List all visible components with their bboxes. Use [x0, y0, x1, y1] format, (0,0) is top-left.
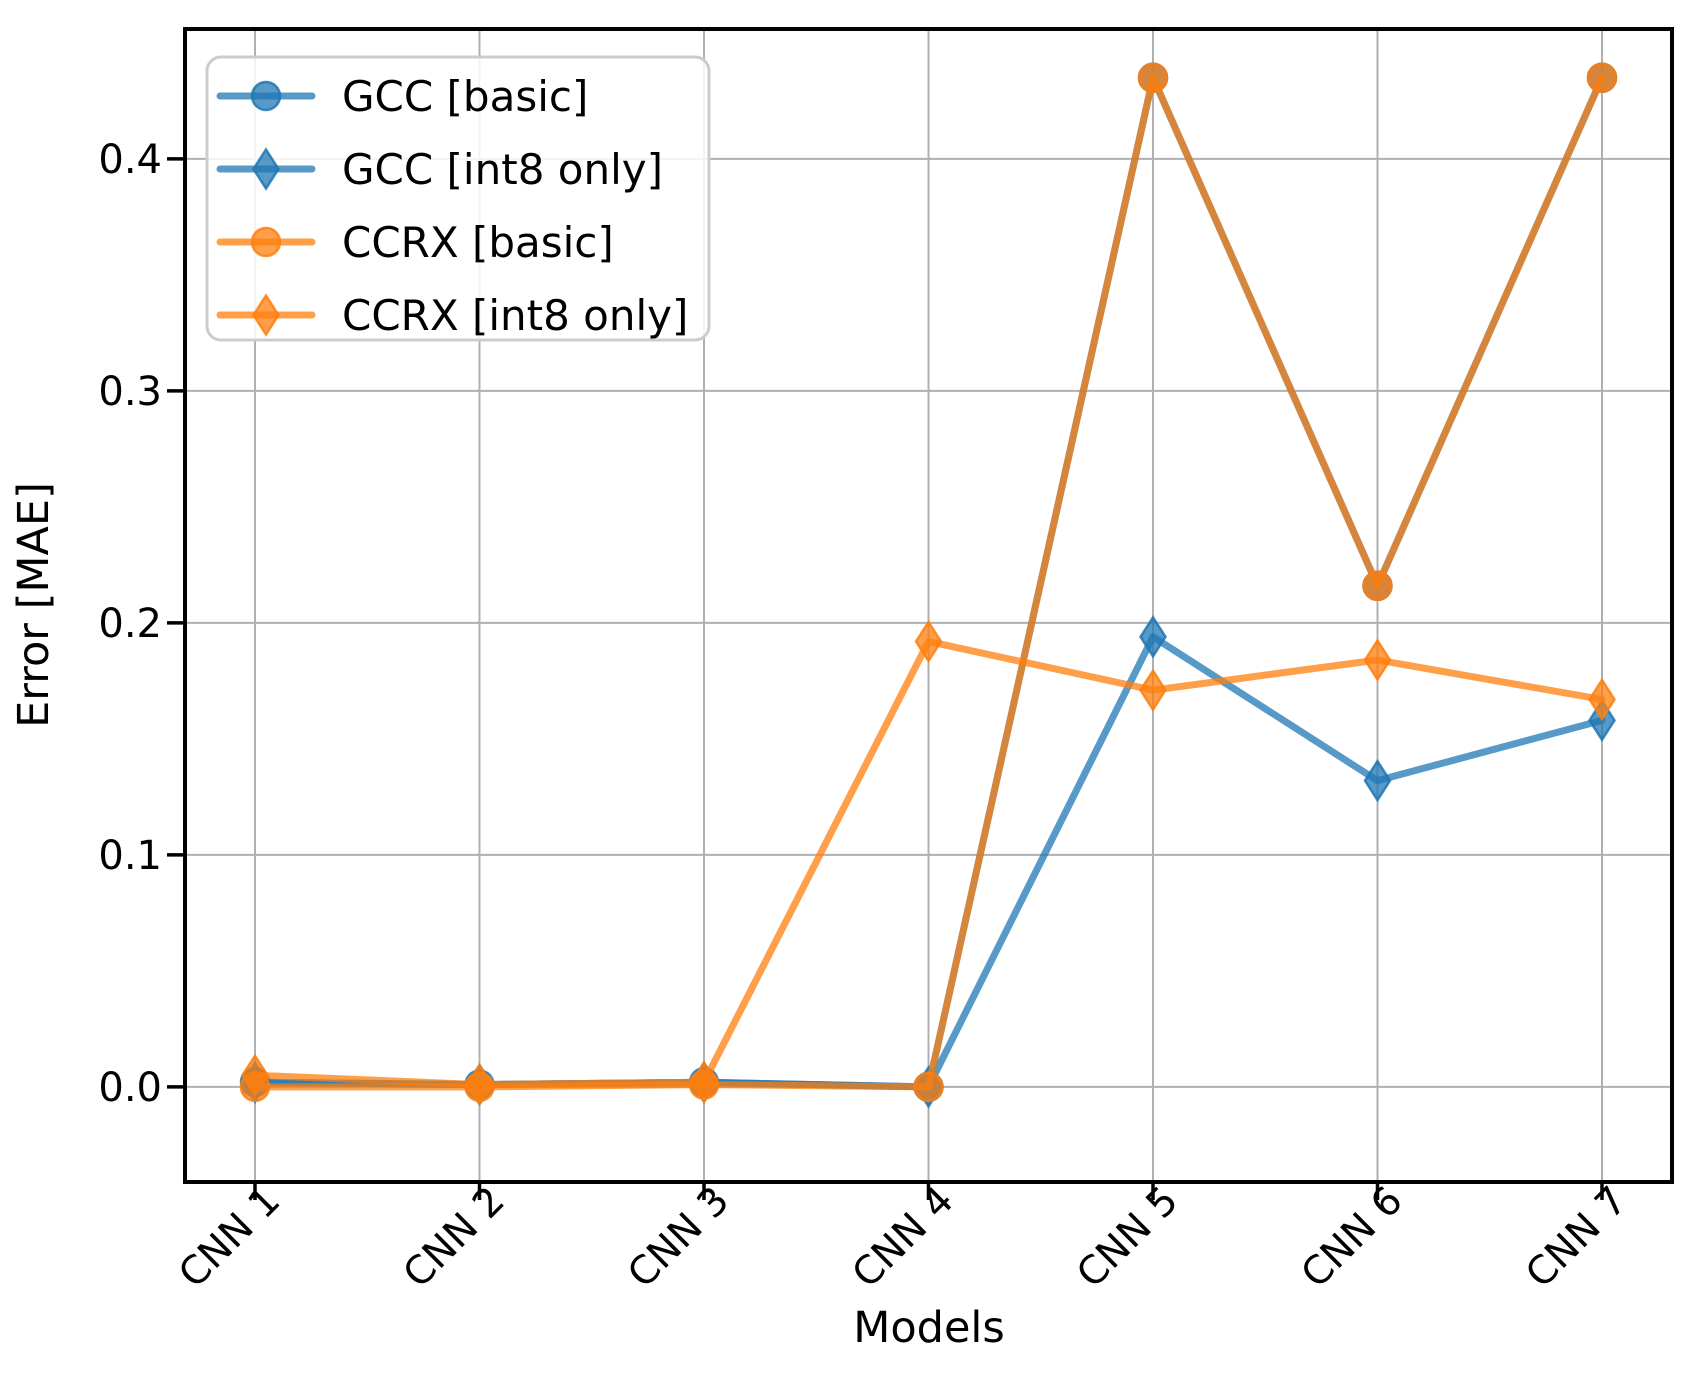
legend-label: CCRX [basic]: [342, 218, 614, 267]
legend: GCC [basic] GCC [int8 only] CCRX [basic] CC…: [205, 55, 711, 342]
x-tick-label: CNN 6: [1293, 1178, 1412, 1297]
legend-item-ccrx-int8-only: CCRX [int8 only]: [216, 291, 688, 340]
y-tick-label: 0.2: [98, 601, 162, 647]
x-tick-label: CNN 7: [1517, 1178, 1636, 1297]
legend-ccrx-int8-only-diamond-marker: [252, 293, 280, 337]
ccrx-basic-circle-marker: [913, 1071, 944, 1103]
ccrx-int8-only-diamond-marker: [1363, 638, 1392, 682]
x-tick-label: CNN 4: [844, 1178, 963, 1297]
gcc-int8-only-diamond-marker: [1363, 758, 1392, 803]
axes-frame: [167, 27, 1674, 1200]
ccrx-basic-circle-marker: [1137, 62, 1169, 93]
series-ccrx-int8-only: [241, 619, 1616, 1107]
legend-item-gcc-int8-only: GCC [int8 only]: [216, 145, 663, 194]
y-axis-label: Error [MAE]: [9, 482, 59, 728]
x-axis-label: Models: [853, 1303, 1005, 1353]
series-layer: [239, 62, 1618, 1109]
y-tick-label: 0.3: [98, 369, 162, 415]
legend-label: GCC [int8 only]: [342, 145, 663, 194]
gcc-int8-only-diamond-marker: [1139, 615, 1167, 659]
legend-box: [205, 55, 711, 342]
ccrx-int8-only-diamond-marker: [241, 1053, 269, 1098]
ccrx-basic-circle-marker: [1362, 570, 1393, 602]
y-tick-label: 0.4: [98, 137, 162, 183]
x-tick-label: CNN 2: [395, 1178, 514, 1297]
legend-item-gcc-basic: GCC [basic]: [216, 72, 588, 121]
x-tick-label: CNN 5: [1068, 1178, 1187, 1297]
ccrx-int8-only-diamond-marker: [465, 1062, 494, 1107]
ccrx-int8-only-diamond-marker: [1139, 668, 1167, 712]
legend-ccrx-basic-circle-marker: [250, 226, 282, 258]
ccrx-int8-only-diamond-marker: [914, 619, 943, 664]
y-tick-label: 0.0: [98, 1065, 162, 1111]
x-tick-label: CNN 1: [170, 1178, 289, 1297]
legend-item-ccrx-basic: CCRX [basic]: [216, 218, 614, 267]
legend-gcc-int8-only-diamond-marker: [252, 147, 280, 191]
ccrx-int8-only-diamond-marker: [1588, 677, 1616, 722]
legend-label: GCC [basic]: [342, 72, 588, 121]
y-tick-label: 0.1: [98, 833, 162, 879]
legend-label: CCRX [int8 only]: [342, 291, 688, 340]
legend-gcc-basic-circle-marker: [250, 80, 282, 112]
x-tick-label: CNN 3: [619, 1178, 738, 1297]
ccrx-int8-only-diamond-marker: [690, 1060, 718, 1105]
ccrx-basic-circle-marker: [1586, 62, 1618, 93]
